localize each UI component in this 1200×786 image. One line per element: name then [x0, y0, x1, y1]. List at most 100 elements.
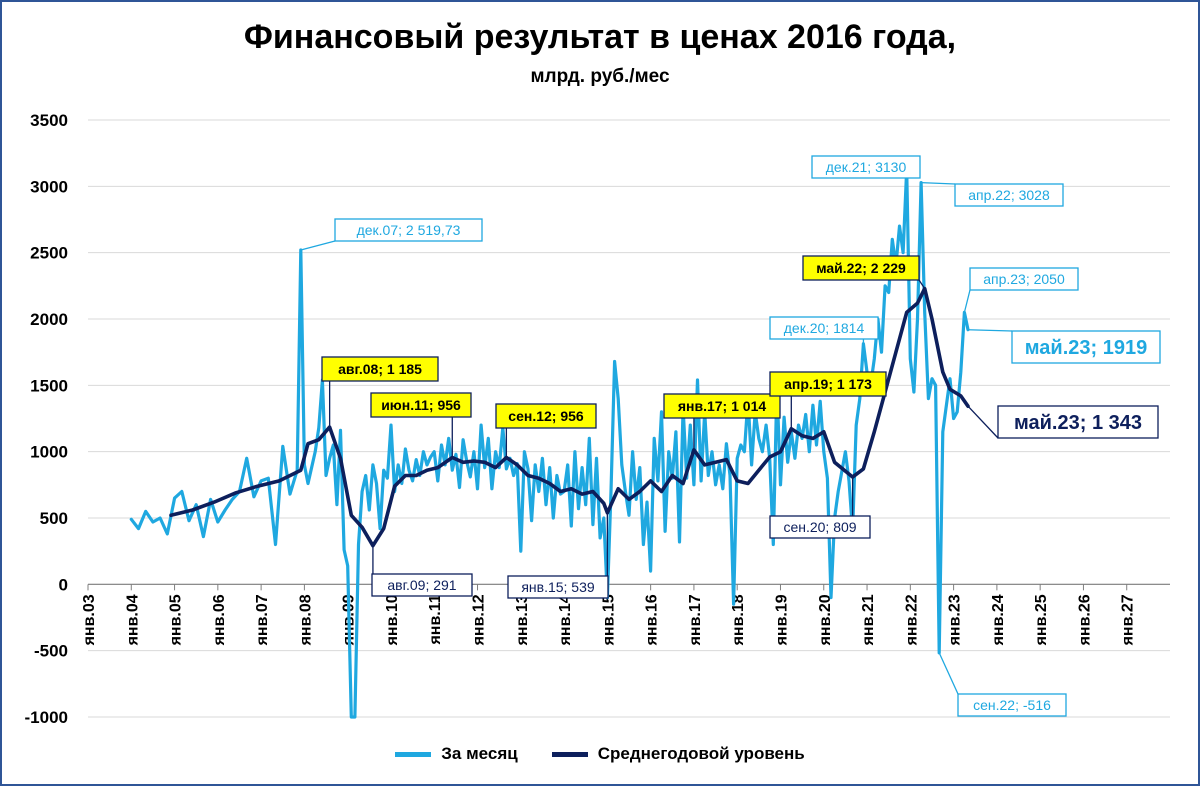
annotation-label: авг.09; 291 — [387, 577, 456, 593]
x-tick-label: янв.24 — [990, 594, 1007, 646]
annotation-callout: июн.11; 956 — [370, 392, 472, 458]
annotation-leader — [938, 652, 959, 695]
y-tick-label: -1000 — [25, 708, 68, 727]
x-tick-label: янв.18 — [730, 594, 747, 646]
legend-item-annual: Среднегодовой уровень — [551, 744, 805, 764]
annotation-box — [371, 573, 473, 597]
annotation-label: апр.19; 1 173 — [784, 376, 872, 392]
y-tick-label: 1500 — [30, 376, 68, 395]
legend-swatch-monthly — [395, 751, 432, 757]
annotation-label: сен.22; -516 — [973, 697, 1051, 713]
x-tick-label: янв.07 — [254, 594, 271, 646]
annotation-box — [769, 371, 887, 397]
x-tick-label: янв.21 — [860, 594, 877, 646]
x-tick-label: янв.17 — [687, 594, 704, 646]
x-tick-label: янв.23 — [947, 594, 964, 646]
annotation-label: май.23; 1 343 — [1014, 412, 1142, 434]
annotation-callout: авг.09; 291 — [371, 545, 473, 597]
annotation-box — [370, 392, 472, 418]
annotation-box — [954, 183, 1064, 207]
annotation-label: июн.11; 956 — [381, 397, 461, 413]
annotation-callout: май.23; 1 343 — [967, 405, 1159, 439]
y-tick-labels: -1000 -500 0 500 1000 1500 2000 2500 3000 3500 — [25, 111, 68, 727]
annotation-callout: апр.19; 1 173 — [769, 371, 887, 429]
annotation-leader — [968, 329, 1013, 332]
annotation-leader — [967, 405, 999, 439]
annotation-label: май.23; 1919 — [1025, 337, 1147, 359]
annotation-callout: май.22; 2 229 — [802, 255, 926, 289]
x-tick-label: янв.27 — [1120, 594, 1137, 646]
y-tick-label: 2500 — [30, 244, 68, 263]
y-tick-label: 0 — [59, 575, 68, 594]
annotation-label: сен.20; 809 — [783, 519, 856, 535]
y-tick-label: -500 — [34, 642, 68, 661]
annotation-label: сен.12; 956 — [508, 408, 584, 424]
x-tick-label: янв.26 — [1076, 594, 1093, 646]
annotation-box — [663, 393, 781, 419]
annotation-callout: апр.22; 3028 — [921, 181, 1064, 207]
y-tick-label: 3500 — [30, 111, 68, 130]
annotation-box — [769, 316, 879, 340]
annotation-label: дек.20; 1814 — [784, 320, 865, 336]
x-tick-label: янв.19 — [773, 594, 790, 646]
x-tick-label: янв.15 — [600, 594, 617, 646]
annotation-box — [802, 255, 920, 281]
legend-label-annual: Среднегодовой уровень — [597, 744, 805, 763]
y-tick-label: 500 — [40, 509, 68, 528]
x-tick-label: янв.08 — [297, 594, 314, 646]
legend: За месяц Среднегодовой уровень — [0, 744, 1200, 764]
annotation-leader — [918, 279, 926, 289]
annotation-box — [321, 356, 439, 382]
annotation-box — [811, 155, 921, 179]
x-tick-label: янв.03 — [81, 594, 98, 646]
x-tick-labels: янв.03 янв.04 янв.05 янв.06 янв.07 янв.08 янв.… — [81, 594, 1137, 646]
annotation-label: дек.07; 2 519,73 — [357, 222, 461, 238]
annotation-box — [769, 515, 871, 539]
chart-subtitle: млрд. руб./мес — [530, 66, 670, 87]
y-tick-label: 3000 — [30, 177, 68, 196]
x-tick-label: янв.14 — [557, 594, 574, 646]
annotation-callout: дек.21; 3130 — [811, 155, 921, 179]
annotation-box — [969, 267, 1079, 291]
annotation-callout: май.23; 1919 — [968, 329, 1161, 364]
annotation-callout: янв.17; 1 014 — [663, 393, 781, 450]
annotation-box — [957, 693, 1067, 717]
annotation-callout: сен.20; 809 — [769, 477, 871, 539]
x-tick-label: янв.10 — [384, 594, 401, 646]
legend-label-monthly: За месяц — [441, 744, 518, 763]
x-tick-label: янв.25 — [1033, 594, 1050, 646]
annotation-label: апр.22; 3028 — [968, 187, 1050, 203]
annotation-label: авг.08; 1 185 — [338, 361, 422, 377]
annotations: дек.07; 2 519,73 дек.21; 3130 апр.22; 3028… — [300, 155, 1161, 717]
annotation-label: янв.15; 539 — [521, 579, 595, 595]
grid-lines — [87, 119, 1170, 718]
annotation-box — [507, 575, 609, 599]
annotation-box — [1011, 330, 1161, 364]
x-tick-label: янв.11 — [427, 594, 444, 645]
annotation-callout: апр.23; 2050 — [963, 267, 1079, 313]
annotation-leader — [921, 181, 956, 185]
x-tick-label: янв.16 — [644, 594, 661, 646]
annotation-callout: сен.12; 956 — [495, 403, 597, 458]
legend-swatch-annual — [551, 751, 588, 757]
annotation-label: янв.17; 1 014 — [678, 398, 766, 414]
legend-item-monthly: За месяц — [395, 744, 518, 764]
series-lines — [129, 167, 970, 719]
x-tick-label: янв.13 — [514, 594, 531, 646]
y-tick-label: 2000 — [30, 310, 68, 329]
annotation-callout: сен.22; -516 — [938, 652, 1067, 717]
annotation-box — [334, 218, 483, 242]
annotation-callout: авг.08; 1 185 — [321, 356, 439, 428]
x-tick-label: янв.05 — [168, 594, 185, 646]
x-tick-label: янв.22 — [903, 594, 920, 646]
series-line-annual — [169, 286, 970, 548]
annotation-leader — [300, 240, 336, 251]
x-tick-label: янв.04 — [124, 594, 141, 646]
x-tick-label: янв.06 — [211, 594, 228, 646]
annotation-label: май.22; 2 229 — [816, 260, 906, 276]
annotation-box — [997, 405, 1159, 439]
y-tick-label: 1000 — [30, 443, 68, 462]
chart-title: Финансовый результат в ценах 2016 года, — [243, 18, 957, 56]
